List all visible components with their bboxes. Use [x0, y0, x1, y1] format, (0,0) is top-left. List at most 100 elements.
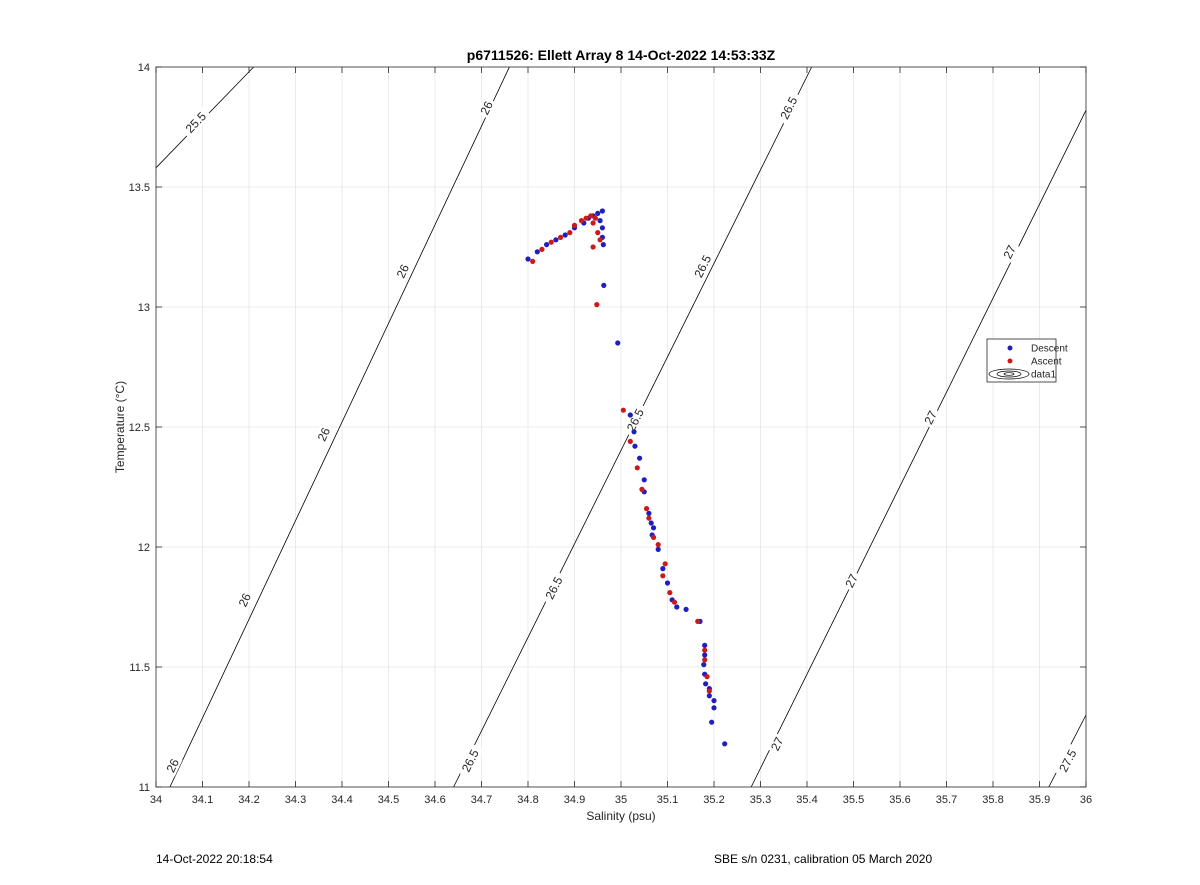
descent-point — [632, 443, 638, 449]
ascent-point — [643, 506, 650, 512]
descent-point — [711, 698, 717, 704]
x-tick-label: 35.8 — [982, 794, 1003, 806]
contour-label: 26 — [313, 423, 334, 446]
descent-point — [534, 249, 540, 255]
x-tick-label: 35.3 — [750, 794, 771, 806]
y-tick-label: 12.5 — [129, 422, 150, 434]
y-tick-label: 14 — [138, 62, 150, 74]
ascent-point — [592, 215, 599, 221]
contour-label-bg — [775, 90, 802, 126]
descent-point — [648, 520, 654, 526]
descent-point — [525, 256, 531, 262]
descent-point — [601, 282, 607, 288]
contour-label-text: 27 — [921, 408, 940, 426]
x-tick-label: 34.1 — [192, 794, 213, 806]
descent-point — [637, 455, 643, 461]
contour-label-bg — [234, 588, 255, 611]
y-axis-label: Temperature (°C) — [113, 381, 127, 473]
descent-point — [701, 662, 707, 668]
legend-descent-marker — [1007, 345, 1013, 351]
ascent-point — [590, 220, 596, 226]
contour-labels: 25.5262626262626.526.526.526.526.5272727… — [162, 90, 1081, 779]
descent-point — [641, 477, 647, 483]
descent-point — [655, 546, 661, 553]
legend-ascent-label: Ascent — [1031, 357, 1062, 368]
x-axis-ticks: 34 34.1 34.2 34.3 34.4 34.5 34.6 34.7 34.8 34.9 35… — [150, 67, 1092, 806]
contour-label-bg — [999, 240, 1020, 263]
ascent-point — [671, 599, 678, 605]
x-axis-label: Salinity (psu) — [586, 809, 655, 823]
contour-label-bg — [179, 105, 212, 139]
x-tick-label: 35.5 — [843, 794, 864, 806]
descent-point — [562, 232, 568, 238]
legend-ascent-marker — [1007, 358, 1013, 364]
contour-line-27 — [750, 110, 1087, 788]
contour-label-text: 26 — [164, 756, 182, 774]
x-tick-label: 36 — [1080, 794, 1092, 806]
ascent-point — [646, 515, 652, 521]
descent-point — [599, 208, 606, 214]
contour-label-text: 26 — [394, 262, 412, 280]
ascent-point — [578, 218, 585, 224]
contour-label-bg — [475, 96, 497, 119]
ascent-point — [557, 234, 564, 240]
contour-label-bg — [840, 569, 862, 592]
descent-point — [722, 741, 728, 747]
descent-point — [600, 242, 606, 248]
ascent-point — [571, 222, 578, 228]
ascent-point — [660, 573, 666, 579]
contour-label: 27 — [840, 569, 862, 592]
descent-point — [544, 242, 550, 248]
y-tick-label: 11.5 — [129, 662, 150, 674]
x-tick-label: 34.5 — [378, 794, 399, 806]
contour-label-text: 26 — [315, 425, 333, 443]
contour-label: 26 — [392, 259, 413, 283]
contour-label-bg — [766, 732, 788, 755]
descent-point — [702, 642, 708, 649]
ascent-point — [583, 215, 589, 221]
ascent-point — [702, 647, 708, 653]
x-tick-label: 34.2 — [238, 794, 259, 806]
x-tick-label: 35 — [615, 794, 627, 806]
x-tick-label: 34.7 — [471, 794, 492, 806]
legend-data1-label: data1 — [1031, 370, 1056, 381]
contour-label: 27 — [919, 406, 941, 429]
contour-label-bg — [392, 259, 413, 283]
ascent-point — [567, 230, 573, 236]
contour-label-bg — [162, 754, 183, 777]
x-tick-label: 35.2 — [703, 794, 724, 806]
x-tick-label: 35.6 — [889, 794, 910, 806]
y-tick-label: 12 — [138, 542, 150, 554]
legend-descent-label: Descent — [1031, 344, 1068, 355]
contour-label: 26 — [162, 754, 183, 777]
ascent-point — [634, 465, 640, 471]
ascent-point — [650, 534, 657, 541]
x-tick-label: 34.9 — [564, 794, 585, 806]
ascent-point — [597, 237, 603, 243]
ascent-point — [595, 230, 601, 236]
descent-point — [646, 510, 652, 516]
chart-title: p6711526: Ellett Array 8 14-Oct-2022 14:… — [467, 47, 776, 63]
x-tick-label: 34.3 — [285, 794, 306, 806]
descent-point — [615, 340, 621, 346]
descent-point — [702, 652, 708, 658]
contour-label-text: 27 — [842, 571, 861, 589]
descent-point — [660, 566, 666, 572]
descent-point — [706, 693, 712, 699]
x-tick-label: 35.1 — [657, 794, 678, 806]
ascent-point — [639, 486, 645, 492]
x-tick-label: 34 — [150, 794, 162, 806]
descent-point — [595, 210, 601, 216]
y-tick-label: 13 — [138, 302, 150, 314]
ascent-point — [530, 258, 536, 264]
ascent-point — [655, 542, 661, 548]
contour-label: 27 — [766, 732, 788, 755]
descent-point — [683, 606, 689, 613]
ascent-point — [594, 302, 600, 308]
descent-point — [664, 580, 671, 586]
y-tick-label: 13.5 — [129, 182, 150, 194]
descent-point — [703, 681, 709, 687]
descent-point — [631, 429, 637, 435]
x-tick-label: 34.6 — [424, 794, 445, 806]
